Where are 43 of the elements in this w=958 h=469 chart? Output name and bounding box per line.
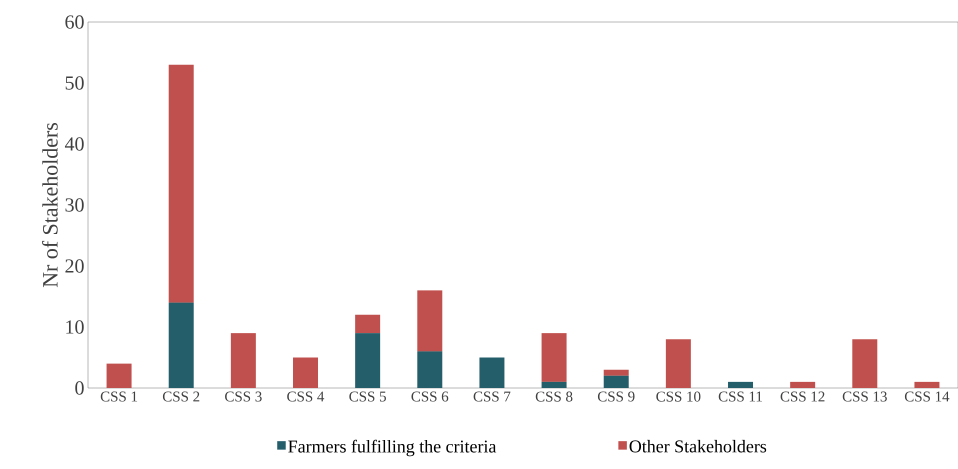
x-tick-label: CSS 7	[474, 392, 510, 402]
bar	[604, 370, 629, 376]
y-tick-label: 40	[64, 137, 84, 151]
y-tick-label: 50	[66, 76, 84, 90]
x-tick-label: CSS 10	[656, 392, 700, 402]
x-tick-label: CSS 2	[162, 392, 200, 402]
bar	[417, 351, 442, 388]
bar	[728, 382, 754, 388]
y-axis-title: Nr of Stakeholders	[42, 123, 58, 288]
y-tick-label: 10	[66, 320, 84, 334]
x-tick-label: CSS 14	[904, 392, 950, 402]
x-tick-label: CSS 3	[225, 392, 262, 402]
bar	[790, 382, 816, 388]
bar	[542, 333, 567, 382]
bar	[417, 290, 442, 352]
bar	[106, 364, 132, 388]
legend-label: Other Stakeholders	[630, 440, 766, 452]
x-tick-label: CSS 13	[842, 392, 887, 402]
bar	[355, 314, 380, 334]
x-tick-label: CSS 4	[287, 392, 324, 402]
bar	[230, 333, 256, 388]
y-tick-label: 60	[65, 15, 84, 29]
x-tick-label: CSS 8	[536, 392, 572, 402]
x-tick-label: CSS 9	[598, 392, 634, 402]
bar	[293, 358, 318, 388]
bar	[666, 339, 691, 388]
bar	[168, 302, 194, 388]
bar	[914, 382, 940, 388]
y-tick-label: 20	[65, 259, 84, 273]
bar	[852, 339, 878, 388]
x-tick-label: CSS 5	[349, 392, 386, 402]
bar	[542, 382, 567, 388]
y-tick-label: 30	[66, 198, 84, 212]
bar	[604, 376, 629, 388]
x-tick-label: CSS 1	[100, 392, 138, 402]
x-tick-label: CSS 11	[718, 392, 762, 402]
legend-label: Farmers fulfilling the criteria	[288, 440, 496, 456]
y-tick-label: 0	[75, 381, 84, 395]
x-tick-label: CSS 6	[412, 392, 448, 402]
bar	[355, 333, 380, 388]
bar	[168, 64, 194, 303]
x-tick-label: CSS 12	[780, 392, 824, 402]
bar	[479, 358, 504, 388]
